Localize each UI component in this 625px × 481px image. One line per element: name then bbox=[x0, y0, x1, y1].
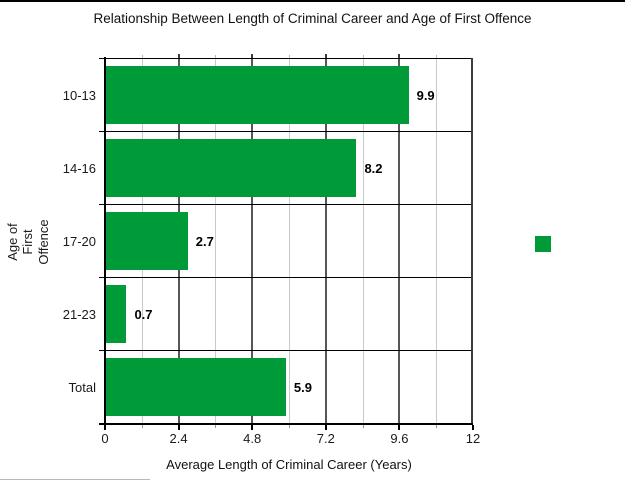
row-separator bbox=[99, 131, 473, 132]
bar-17-20 bbox=[105, 212, 188, 270]
x-tick-mark-top-minor bbox=[436, 55, 438, 58]
x-tick-mark bbox=[177, 425, 180, 430]
bar-value-label: 8.2 bbox=[364, 161, 383, 176]
bar-value-label: 5.9 bbox=[293, 380, 312, 395]
x-tick-mark-minor bbox=[362, 425, 364, 428]
bar-10-13 bbox=[105, 66, 409, 124]
major-gridline bbox=[398, 59, 401, 424]
x-tick-mark-minor bbox=[215, 425, 217, 428]
minor-gridline bbox=[215, 59, 217, 424]
bar-Total bbox=[105, 358, 286, 416]
major-gridline bbox=[251, 59, 254, 424]
x-tick-label: 7.2 bbox=[316, 431, 335, 446]
category-label-14-16: 14-16 bbox=[62, 161, 96, 176]
y-axis-line bbox=[104, 57, 106, 425]
category-label-Total: Total bbox=[68, 380, 96, 395]
bar-value-label: 9.9 bbox=[416, 88, 435, 103]
chart-title: Relationship Between Length of Criminal … bbox=[93, 11, 532, 26]
minor-gridline bbox=[436, 59, 438, 424]
x-tick-mark bbox=[104, 425, 106, 430]
x-tick-label: 0 bbox=[101, 431, 109, 446]
row-separator bbox=[99, 350, 473, 351]
bar-value-label: 2.7 bbox=[195, 234, 214, 249]
minor-gridline bbox=[362, 59, 364, 424]
x-tick-mark bbox=[251, 425, 254, 430]
plot-top-border bbox=[99, 58, 473, 59]
x-tick-mark-top-minor bbox=[141, 55, 143, 58]
legend-series-swatch bbox=[535, 236, 551, 252]
minor-gridline bbox=[289, 59, 290, 424]
x-tick-mark-top bbox=[398, 54, 401, 58]
x-tick-mark-minor bbox=[141, 425, 143, 428]
x-tick-mark-top-minor bbox=[362, 55, 364, 58]
row-separator bbox=[99, 204, 473, 205]
x-axis-line bbox=[99, 423, 473, 425]
x-tick-label: 12 bbox=[465, 431, 481, 446]
x-tick-mark-top-minor bbox=[215, 55, 217, 58]
x-tick-label: 9.6 bbox=[390, 431, 409, 446]
row-separator bbox=[99, 277, 473, 278]
x-tick-label: 2.4 bbox=[169, 431, 188, 446]
bar-14-16 bbox=[105, 139, 357, 197]
x-tick-label: 4.8 bbox=[243, 431, 262, 446]
bar-21-23 bbox=[105, 285, 127, 343]
x-tick-mark-top-minor bbox=[289, 55, 290, 58]
plot-area: 9.9 8.2 2.7 0.7 5.9 bbox=[99, 59, 473, 424]
x-tick-mark bbox=[398, 425, 401, 430]
x-tick-mark bbox=[324, 425, 327, 430]
major-gridline bbox=[324, 59, 327, 424]
bottom-edge-line bbox=[0, 479, 150, 480]
bar-value-label: 0.7 bbox=[134, 307, 153, 322]
x-tick-mark-minor bbox=[289, 425, 290, 428]
x-tick-mark-top bbox=[177, 54, 180, 58]
plot-right-border bbox=[471, 58, 473, 425]
x-tick-mark bbox=[472, 425, 474, 430]
category-label-10-13: 10-13 bbox=[62, 88, 96, 103]
x-tick-mark-minor bbox=[436, 425, 438, 428]
x-axis-title: Average Length of Criminal Career (Years… bbox=[166, 457, 412, 472]
x-tick-mark-top bbox=[251, 54, 254, 58]
x-tick-mark-top bbox=[324, 54, 327, 58]
category-label-17-20: 17-20 bbox=[62, 234, 96, 249]
category-axis-labels: 10-13 14-16 17-20 21-23 Total bbox=[0, 59, 96, 424]
category-label-21-23: 21-23 bbox=[62, 307, 96, 322]
top-border bbox=[0, 0, 625, 2]
